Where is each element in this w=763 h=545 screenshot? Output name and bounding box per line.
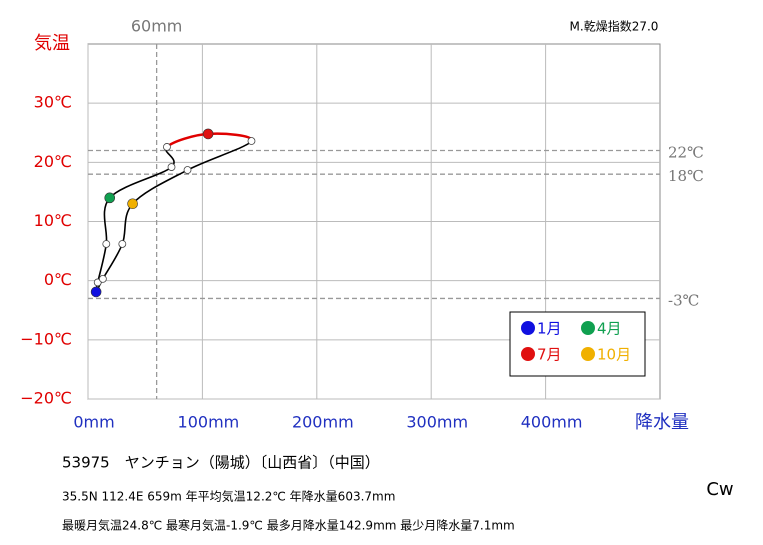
- month-point: [90, 286, 102, 298]
- legend-marker: [581, 321, 595, 335]
- month-point: [127, 198, 138, 210]
- y-axis-label: 気温: [34, 33, 70, 54]
- chart-title: M.乾燥指数27.0: [570, 19, 659, 34]
- station-extremes: 最暖月気温24.8℃ 最寒月気温-1.9℃ 最多月降水量142.9mm 最少月降…: [62, 518, 515, 533]
- y-tick-label: 30℃: [34, 93, 72, 112]
- y-tick-label: 20℃: [34, 152, 72, 171]
- legend-label: 4月: [597, 320, 622, 338]
- month-point: [163, 143, 171, 151]
- y-tick-label: 10℃: [34, 211, 72, 230]
- legend-marker: [521, 321, 535, 335]
- x-tick-label: 100mm: [178, 413, 240, 432]
- legend-label: 1月: [537, 320, 562, 338]
- reference-label: 18℃: [668, 167, 704, 185]
- month-point: [118, 240, 127, 248]
- reference-label: 60mm: [131, 17, 183, 36]
- reference-label: 22℃: [668, 144, 704, 162]
- station-name: 53975 ヤンチョン（陽城）〔山西省〕（中国）: [62, 454, 380, 472]
- x-tick-label: 300mm: [406, 413, 468, 432]
- climate-class: Cw: [706, 479, 733, 500]
- legend-label: 10月: [597, 346, 631, 364]
- legend-label: 7月: [537, 346, 562, 364]
- y-tick-label: −10℃: [20, 329, 72, 348]
- y-tick-label: −20℃: [20, 389, 72, 408]
- month-point: [183, 166, 192, 174]
- y-tick-label: 0℃: [44, 270, 72, 289]
- month-point: [247, 137, 256, 145]
- x-tick-label: 200mm: [292, 413, 354, 432]
- legend-marker: [581, 347, 595, 361]
- x-tick-label: 0mm: [73, 413, 114, 432]
- month-point: [98, 274, 107, 283]
- month-point: [102, 240, 111, 248]
- month-point: [202, 128, 214, 140]
- month-point: [167, 163, 176, 171]
- reference-label: -3℃: [668, 291, 699, 309]
- month-point: [104, 192, 116, 204]
- station-info: 35.5N 112.4E 659m 年平均気温12.2℃ 年降水量603.7mm: [62, 489, 395, 504]
- x-tick-label: 400mm: [521, 413, 583, 432]
- legend-marker: [521, 347, 535, 361]
- x-axis-label: 降水量: [635, 412, 689, 433]
